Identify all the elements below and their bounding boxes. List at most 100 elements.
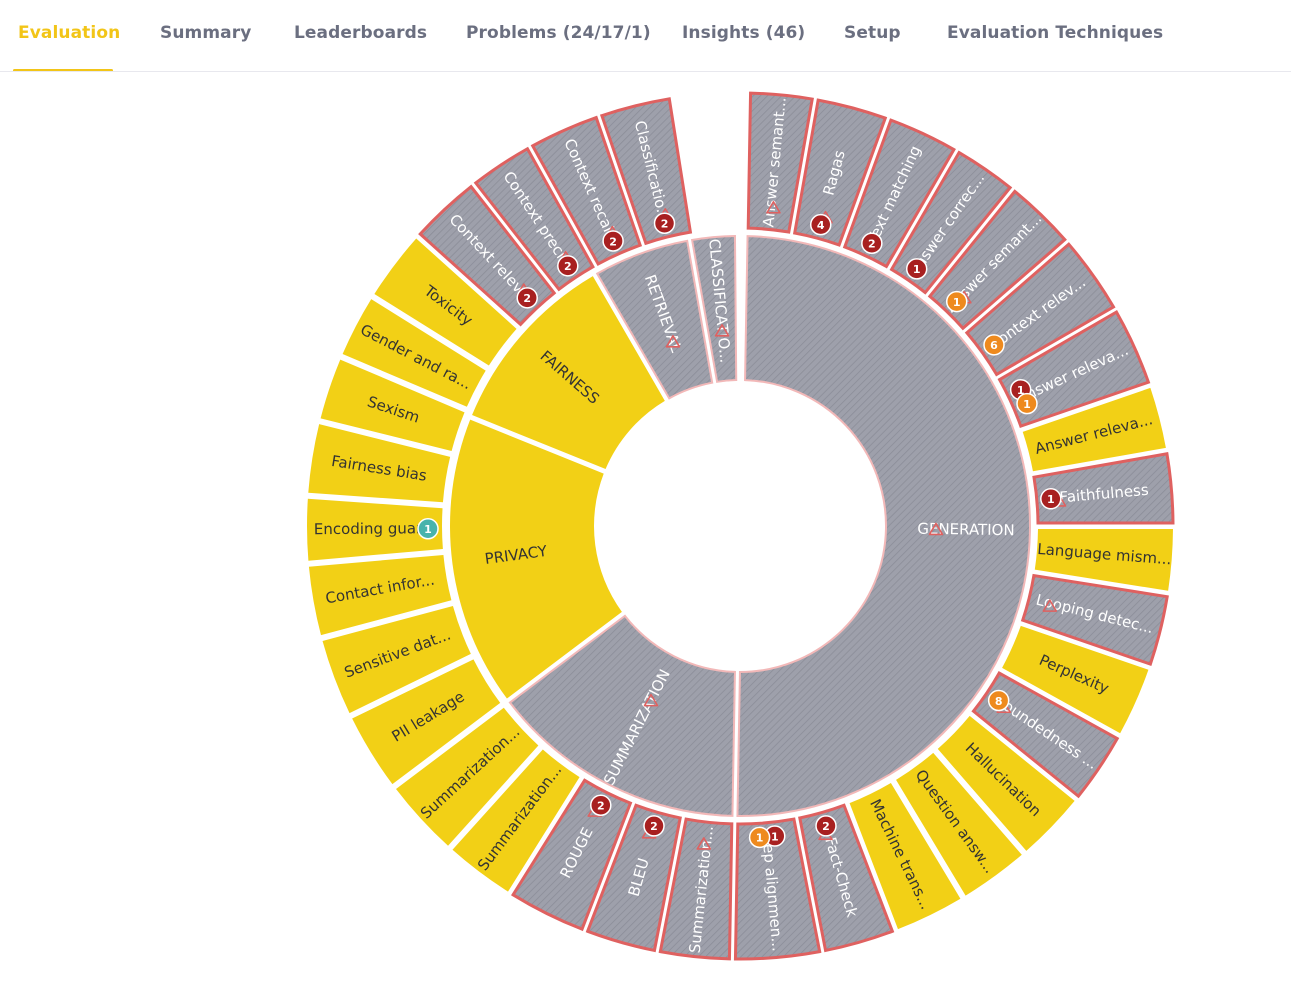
outer-segment (585, 803, 682, 953)
tab-summary[interactable]: Summary (160, 23, 252, 43)
issue-badge: 6 (983, 334, 1005, 356)
issue-badge-value: 1 (771, 830, 779, 843)
issue-badge-value: 1 (913, 263, 921, 276)
outer-segment (658, 817, 734, 961)
issue-badge-circle (748, 826, 771, 849)
outer-segment (352, 659, 501, 785)
issue-badge-circle (590, 794, 612, 816)
issue-badge-circle (1016, 392, 1038, 415)
outer-segment (452, 749, 580, 892)
issue-badge: 2 (590, 794, 612, 816)
issue-badge-circle (1040, 488, 1062, 510)
outer-segment-label: Encoding guar... (314, 519, 435, 538)
issue-badge-value: 2 (868, 238, 876, 251)
outer-segment (1020, 573, 1169, 667)
issue-badge: 1 (905, 258, 928, 280)
tab-leaderboards[interactable]: Leaderboards (294, 23, 428, 43)
warning-icon (1042, 599, 1058, 612)
issue-badge: 1 (1016, 392, 1038, 415)
issue-badge-circle (861, 232, 883, 254)
issue-badge: 2 (602, 230, 624, 252)
issue-badge-circle (815, 815, 837, 837)
issue-badge-circle (516, 287, 538, 309)
issue-badge: 4 (810, 213, 832, 236)
issue-badge: 2 (557, 255, 579, 277)
issue-badge-circle (810, 213, 832, 236)
outer-segment (1002, 625, 1149, 734)
outer-segment (997, 310, 1151, 429)
tab-evaluation[interactable]: Evaluation (18, 23, 121, 43)
warning-icon (714, 324, 730, 337)
outer-segment (374, 238, 517, 366)
issue-badge-value: 2 (822, 820, 830, 833)
outer-segment (308, 424, 451, 503)
inner-ring: GENERATIONSUMMARIZATIONPRIVACYFAIRNESSRE… (449, 235, 1031, 817)
issue-badge-value: 2 (523, 292, 531, 305)
issue-badge-value: 2 (661, 218, 669, 231)
issue-badge: 1 (748, 826, 771, 849)
issue-badge: 1 (1040, 488, 1062, 510)
warning-icon (665, 335, 681, 348)
outer-segment (733, 817, 822, 961)
tab-insights[interactable]: Insights (46) (682, 23, 806, 43)
issue-badge-value: 4 (817, 219, 825, 232)
issue-badge-value: 1 (1023, 398, 1031, 411)
inner-segment-summarization (508, 614, 736, 817)
issue-badge: 1 (945, 290, 968, 313)
warning-icon (696, 837, 712, 850)
outer-segment (937, 715, 1075, 851)
warning-icon (766, 200, 781, 214)
outer-segment (849, 782, 961, 930)
outer-segment (396, 707, 539, 846)
issue-badge-circle (602, 230, 624, 252)
issue-badge-circle (557, 255, 579, 277)
outer-segment (896, 752, 1022, 896)
issue-badge-value: 1 (1017, 384, 1025, 397)
active-tab-indicator (13, 69, 113, 72)
outer-segment (308, 554, 452, 636)
outer-segment (307, 498, 443, 561)
tab-bar-divider (0, 71, 1291, 72)
warning-icon (928, 522, 944, 536)
issue-badge-value: 2 (597, 800, 605, 813)
tab-setup[interactable]: Setup (844, 23, 901, 43)
inner-segment-privacy (449, 419, 622, 699)
issue-badge-circle (643, 815, 665, 837)
outer-segment (792, 98, 888, 247)
outer-segment (798, 803, 895, 953)
issue-badge-value: 6 (990, 339, 998, 352)
outer-segment (599, 97, 693, 246)
outer-segment (889, 150, 1013, 295)
tab-problems[interactable]: Problems (24/17/1) (466, 23, 651, 43)
issue-badge-value: 2 (650, 820, 658, 833)
outer-segment (322, 606, 471, 714)
outer-segment (746, 91, 814, 234)
issue-badge-value: 1 (1047, 493, 1055, 506)
issue-badge-value: 1 (953, 296, 961, 309)
issue-badge: 2 (861, 232, 883, 254)
outer-segment (1022, 387, 1166, 472)
outer-segment (842, 118, 956, 269)
issue-badge: 2 (653, 212, 676, 235)
inner-segment-fairness (472, 276, 665, 469)
issue-badge-circle (653, 212, 676, 235)
tab-evaluation-techniques[interactable]: Evaluation Techniques (947, 23, 1164, 43)
issue-badge-value: 1 (424, 523, 432, 536)
issue-badge-circle (417, 517, 439, 540)
issue-badge-circle (983, 334, 1005, 356)
outer-segment (1032, 452, 1175, 525)
issue-badge-circle (987, 689, 1010, 712)
issue-badge: 8 (987, 689, 1010, 712)
tab-bar: Evaluation Summary Leaderboards Problems… (0, 0, 1291, 72)
outer-segment (1034, 528, 1173, 591)
inner-segment-classificatio- (690, 235, 738, 383)
issue-badge-value: 2 (609, 235, 617, 248)
issue-badge-value: 8 (995, 695, 1003, 708)
outer-segment (342, 299, 486, 407)
inner-segment-retrieval (595, 239, 714, 400)
issue-badge-value: 2 (564, 260, 572, 273)
issue-badge-value: 1 (756, 832, 764, 845)
issue-badge: 2 (815, 815, 837, 837)
